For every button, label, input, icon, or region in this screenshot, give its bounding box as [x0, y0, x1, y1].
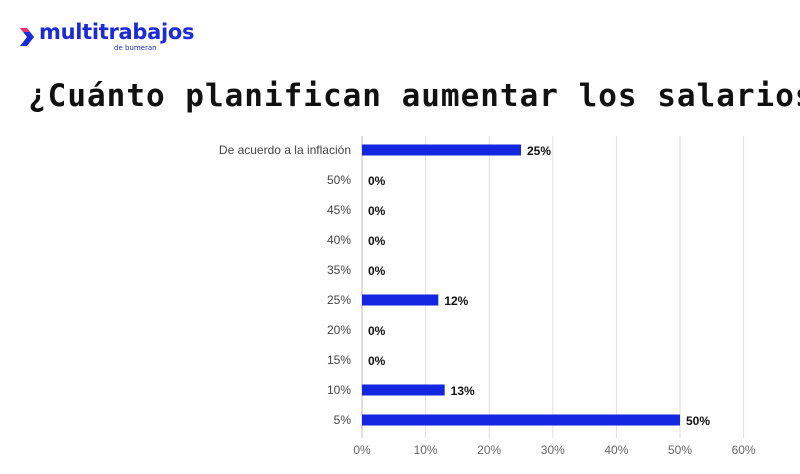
data-label: 0%	[368, 204, 386, 218]
data-label: 0%	[368, 324, 386, 338]
bar	[362, 294, 439, 306]
data-label: 25%	[527, 144, 551, 158]
category-label: 5%	[334, 413, 352, 427]
bar	[362, 384, 445, 396]
gridlines	[361, 136, 745, 438]
data-label: 12%	[444, 294, 468, 308]
bar	[362, 414, 680, 426]
data-label: 0%	[368, 234, 386, 248]
category-label: De acuerdo a la inflación	[219, 143, 351, 157]
brand-name: multitrabajos	[39, 20, 195, 44]
category-labels: De acuerdo a la inflación 50% 45% 40% 35% 25%…	[219, 143, 351, 427]
category-label: 50%	[327, 173, 351, 187]
data-labels: 25% 0% 0% 0% 0% 12% 0% 0% 13% 50%	[368, 144, 710, 428]
category-label: 45%	[327, 203, 351, 217]
x-tick-label: 20%	[477, 443, 501, 457]
category-label: 35%	[327, 263, 351, 277]
x-tick-label: 30%	[541, 443, 565, 457]
category-label: 25%	[327, 293, 351, 307]
chart-title: ¿Cuánto planifican aumentar los salarios…	[28, 78, 800, 114]
brand-chevron-icon	[20, 28, 34, 46]
category-label: 15%	[327, 353, 351, 367]
data-label: 0%	[368, 264, 386, 278]
bars	[362, 144, 680, 426]
x-tick-label: 0%	[353, 443, 371, 457]
x-tick-labels: 0% 10% 20% 30% 40% 50% 60%	[353, 443, 756, 457]
category-label: 10%	[327, 383, 351, 397]
x-tick-label: 50%	[668, 443, 692, 457]
category-label: 20%	[327, 323, 351, 337]
data-label: 0%	[368, 174, 386, 188]
data-label: 0%	[368, 354, 386, 368]
data-label: 13%	[451, 384, 475, 398]
x-tick-label: 10%	[414, 443, 438, 457]
x-tick-label: 60%	[732, 443, 756, 457]
category-label: 40%	[327, 233, 351, 247]
brand-logo: multitrabajos de bumeran	[18, 20, 208, 56]
bar	[362, 144, 521, 156]
data-label: 50%	[686, 414, 710, 428]
brand-sub: de bumeran	[114, 44, 157, 52]
x-tick-label: 40%	[604, 443, 628, 457]
